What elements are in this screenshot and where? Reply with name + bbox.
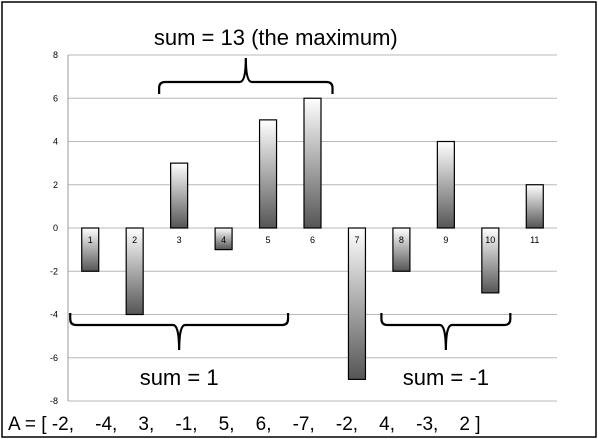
bar — [347, 227, 367, 380]
bar — [392, 227, 411, 272]
annotation-label: sum = -1 — [403, 365, 489, 390]
bar-index-label: 11 — [530, 235, 539, 245]
bar-index-label: 10 — [485, 235, 495, 245]
bar — [303, 97, 322, 229]
y-tick-label: -4 — [50, 310, 58, 320]
bar-index-label: 1 — [88, 235, 93, 245]
bar-index-label: 8 — [399, 235, 404, 245]
bar — [258, 119, 278, 229]
bar-index-label: 9 — [443, 235, 448, 245]
bar — [81, 227, 100, 272]
y-tick-label: -8 — [50, 396, 58, 406]
y-tick-label: 4 — [53, 137, 58, 147]
annotation-label: sum = 13 (the maximum) — [154, 25, 398, 50]
bar-index-label: 5 — [266, 235, 271, 245]
bar — [214, 227, 233, 251]
annotation-brace — [69, 313, 290, 351]
bar-index-label: 6 — [310, 235, 315, 245]
bar-index-label: 7 — [354, 235, 359, 245]
annotation-label: sum = 1 — [140, 365, 219, 390]
bar-index-label: 2 — [132, 235, 137, 245]
y-tick-label: 2 — [53, 180, 58, 190]
annotation-brace — [380, 313, 512, 351]
bar-index-label: 3 — [177, 235, 182, 245]
y-tick-label: -2 — [50, 266, 58, 276]
y-axis: 8 6 4 2 0 -2 -4 -6 -8 — [50, 50, 69, 406]
y-tick-label: 8 — [53, 50, 58, 60]
y-tick-label: 0 — [53, 223, 58, 233]
bar — [481, 227, 500, 294]
annotation-brace — [158, 57, 334, 94]
bar — [125, 227, 144, 316]
bar — [525, 184, 544, 229]
bar — [170, 162, 189, 229]
bars: 1 2 3 4 5 6 7 8 9 10 11 — [81, 97, 544, 380]
y-tick-label: -6 — [50, 353, 58, 363]
bar-index-label: 4 — [221, 235, 226, 245]
array-label: A = [ -2, -4, 3, -1, 5, 6, -7, -2, 4, -3… — [8, 414, 481, 435]
y-tick-label: 6 — [53, 93, 58, 103]
bar — [436, 140, 455, 229]
annotations: sum = 13 (the maximum) sum = 1 sum = -1 — [69, 25, 512, 390]
